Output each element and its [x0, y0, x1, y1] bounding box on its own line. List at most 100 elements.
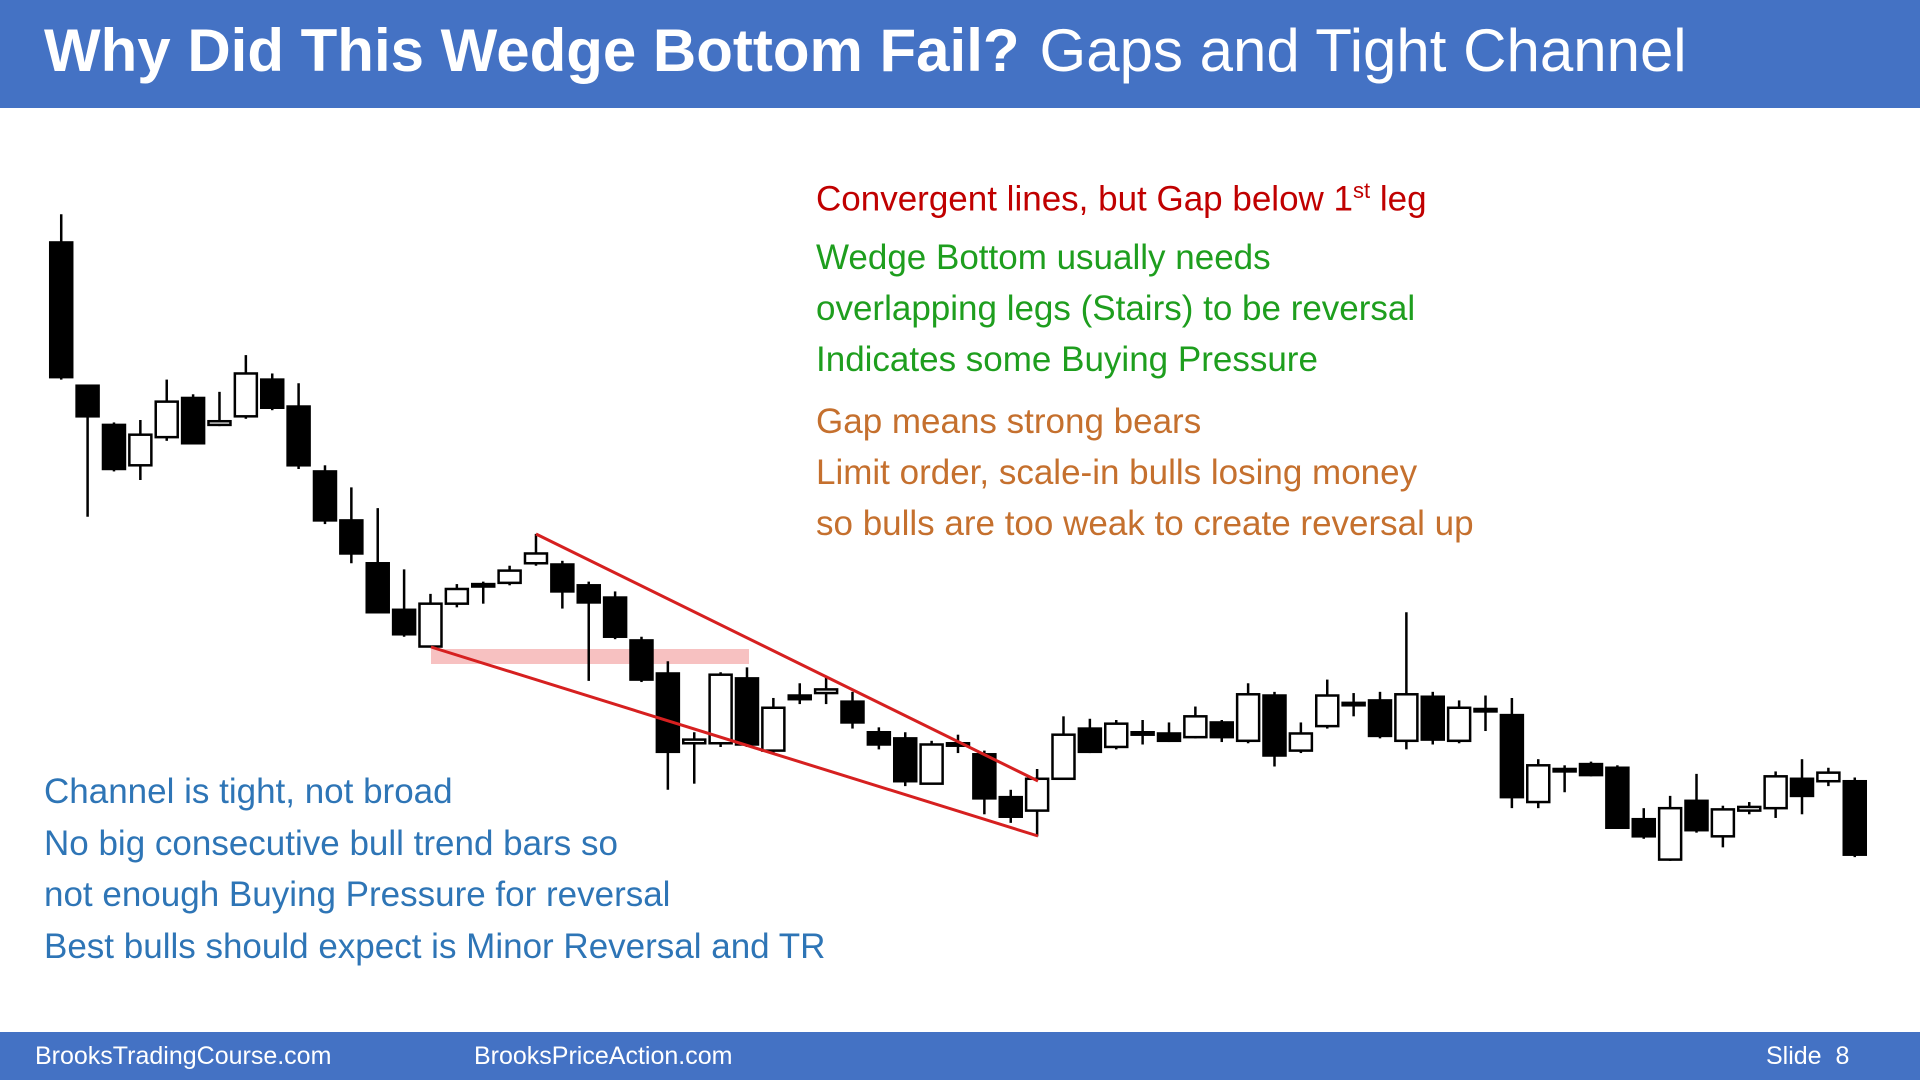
annotation: so bulls are too weak to create reversal… — [816, 504, 1474, 544]
candle-body — [1288, 732, 1314, 752]
title: Why Did This Wedge Bottom Fail? — [44, 17, 1020, 84]
annotation: not enough Buying Pressure for reversal — [44, 875, 670, 915]
candle-body — [154, 400, 179, 439]
candle-body — [1842, 779, 1868, 856]
candle-body — [1341, 701, 1366, 707]
candle-body — [48, 241, 74, 379]
candle-body — [1657, 806, 1683, 861]
annotation-text: Wedge Bottom usually needs — [816, 238, 1271, 277]
candle-body — [1605, 766, 1630, 830]
candle-body — [1209, 721, 1234, 739]
candle-body — [128, 433, 153, 467]
candle-body — [1103, 722, 1129, 749]
candle-body — [998, 795, 1023, 818]
gap-zone — [431, 649, 749, 664]
candle-body — [1446, 706, 1472, 743]
candle-body — [629, 639, 654, 681]
annotation: Indicates some Buying Pressure — [816, 340, 1318, 380]
annotation-text: No big consecutive bull trend bars so — [44, 824, 618, 863]
candle-body — [1499, 713, 1525, 799]
annotation-text: Gap means strong bears — [816, 402, 1202, 441]
candle-body — [1156, 732, 1182, 743]
candle-body — [1420, 695, 1446, 741]
annotation-text: Indicates some Buying Pressure — [816, 340, 1318, 379]
candle-body — [1684, 799, 1709, 832]
annotation-text: Limit order, scale-in bulls losing money — [816, 453, 1418, 492]
wedge-upper-line — [535, 532, 1039, 783]
annotation: Gap means strong bears — [816, 402, 1201, 442]
candle-body — [523, 552, 549, 565]
candle-body — [761, 706, 786, 752]
candle-body — [339, 519, 364, 555]
candle-body — [1051, 733, 1076, 781]
candle-body — [470, 582, 496, 588]
candle-body — [866, 730, 892, 746]
candle-body — [576, 584, 601, 604]
candles — [48, 214, 1868, 861]
candle-body — [734, 677, 760, 746]
candle-body — [1710, 808, 1736, 838]
candle-body — [655, 672, 681, 754]
candle-body — [708, 673, 733, 745]
annotation-text: Channel is tight, not broad — [44, 772, 453, 811]
candle-body — [1526, 764, 1551, 804]
subtitle: Gaps and Tight Channel — [1039, 17, 1687, 84]
candle-body — [1077, 727, 1103, 754]
candle-body — [1552, 767, 1577, 773]
candle-body — [1631, 817, 1657, 838]
candle-body — [972, 753, 997, 800]
candle-body — [180, 396, 206, 445]
candle-body — [602, 596, 628, 638]
candle-body — [1394, 693, 1419, 743]
annotation: No big consecutive bull trend bars so — [44, 824, 618, 864]
annotation-text: so bulls are too weak to create reversal… — [816, 504, 1474, 543]
footer: BrooksTradingCourse.com BrooksPriceActio… — [0, 1032, 1920, 1080]
candle-body — [813, 688, 839, 695]
annotation-text: Convergent lines, but Gap below 1 — [816, 179, 1353, 219]
candle-body — [1763, 775, 1788, 810]
candle-body — [1816, 771, 1841, 783]
candle-body — [1130, 730, 1155, 736]
candle-body — [312, 470, 338, 522]
candle-body — [391, 608, 417, 636]
annotation-text: overlapping legs (Stairs) to be reversal — [816, 289, 1416, 328]
annotation: Wedge Bottom usually needs — [816, 238, 1271, 278]
annotation: Best bulls should expect is Minor Revers… — [44, 927, 825, 967]
candle-body — [497, 569, 522, 585]
annotation-text: st — [1353, 178, 1371, 203]
slide-number: Slide 8 — [1766, 1042, 1850, 1070]
candle-body — [233, 372, 259, 418]
annotation-text: leg — [1370, 179, 1427, 219]
candle-body — [1473, 707, 1498, 713]
annotation: overlapping legs (Stairs) to be reversal — [816, 289, 1415, 329]
header: Why Did This Wedge Bottom Fail? Gaps and… — [0, 0, 1920, 108]
candle-body — [1235, 693, 1261, 743]
candle-body — [787, 694, 812, 701]
annotation-text: Best bulls should expect is Minor Revers… — [44, 927, 826, 966]
candle-body — [1262, 694, 1287, 757]
annotation: Limit order, scale-in bulls losing money — [816, 453, 1417, 493]
candle-body — [1737, 805, 1762, 812]
candle-body — [101, 423, 127, 471]
candle-body — [418, 602, 443, 648]
candle-body — [1024, 777, 1050, 812]
candle-body — [259, 378, 285, 410]
candle-body — [1367, 699, 1393, 738]
footer-site: BrooksTradingCourse.com — [35, 1042, 332, 1070]
annotation: Channel is tight, not broad — [44, 772, 453, 812]
candle-body — [892, 737, 918, 783]
wedge-lower-line — [430, 645, 1039, 838]
candle-body — [681, 738, 707, 745]
candle-body — [286, 405, 311, 467]
candle-body — [919, 743, 944, 785]
candle-body — [1789, 777, 1815, 798]
candle-body — [75, 384, 100, 418]
footer-site: BrooksPriceAction.com — [474, 1042, 733, 1070]
candle-body — [1578, 762, 1604, 777]
candle-body — [840, 700, 865, 724]
candle-body — [365, 562, 390, 614]
annotation-text: not enough Buying Pressure for reversal — [44, 875, 671, 914]
candle-body — [207, 419, 232, 427]
candle-body — [1314, 694, 1340, 728]
